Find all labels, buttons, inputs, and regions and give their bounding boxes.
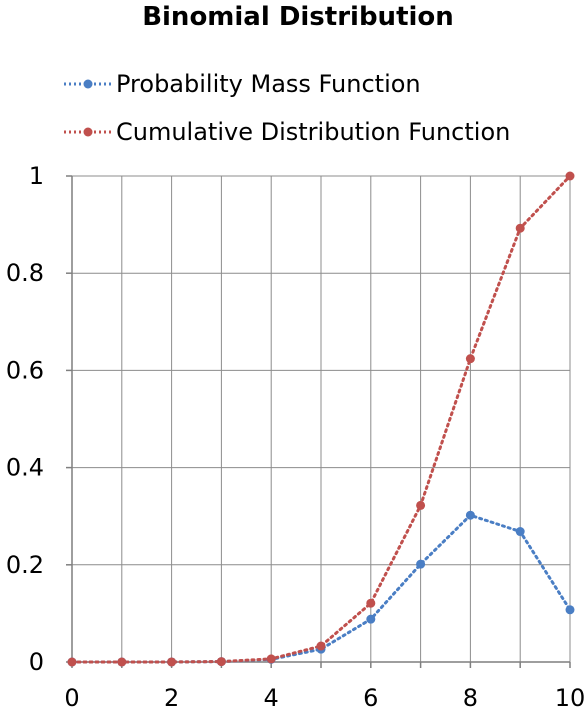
x-tick-label: 2 — [164, 684, 179, 712]
x-tick-label: 8 — [463, 684, 478, 712]
data-point-series-1 — [216, 657, 226, 667]
legend-swatch-pmf — [64, 79, 112, 89]
legend: Probability Mass Function Cumulative Dis… — [62, 60, 510, 156]
data-point-series-0 — [416, 559, 426, 569]
data-point-series-1 — [416, 500, 426, 510]
y-tick-label: 1 — [29, 162, 44, 190]
data-point-series-1 — [67, 657, 77, 667]
data-point-series-1 — [266, 654, 276, 664]
legend-item-pmf: Probability Mass Function — [62, 60, 510, 108]
data-point-series-0 — [366, 614, 376, 624]
x-tick-label: 10 — [555, 684, 586, 712]
data-point-series-1 — [515, 223, 525, 233]
y-tick-label: 0.2 — [6, 551, 44, 579]
data-point-series-1 — [565, 171, 575, 181]
y-tick-label: 0.6 — [6, 356, 44, 384]
x-tick-label: 4 — [264, 684, 279, 712]
legend-item-cdf: Cumulative Distribution Function — [62, 108, 510, 156]
legend-label-cdf: Cumulative Distribution Function — [116, 118, 511, 146]
data-point-series-1 — [465, 354, 475, 364]
x-tick-label: 6 — [363, 684, 378, 712]
data-point-series-0 — [465, 510, 475, 520]
data-point-series-0 — [515, 527, 525, 537]
data-point-series-1 — [316, 641, 326, 651]
data-point-series-1 — [117, 657, 127, 667]
data-point-series-1 — [167, 657, 177, 667]
data-point-series-1 — [366, 598, 376, 608]
data-point-series-0 — [565, 605, 575, 615]
legend-label-pmf: Probability Mass Function — [116, 70, 421, 98]
legend-swatch-cdf — [64, 127, 112, 137]
y-tick-label: 0.4 — [6, 454, 44, 482]
x-tick-label: 0 — [64, 684, 79, 712]
chart-title: Binomial Distribution — [142, 2, 454, 32]
y-tick-label: 0.8 — [6, 259, 44, 287]
y-tick-label: 0 — [29, 648, 44, 676]
